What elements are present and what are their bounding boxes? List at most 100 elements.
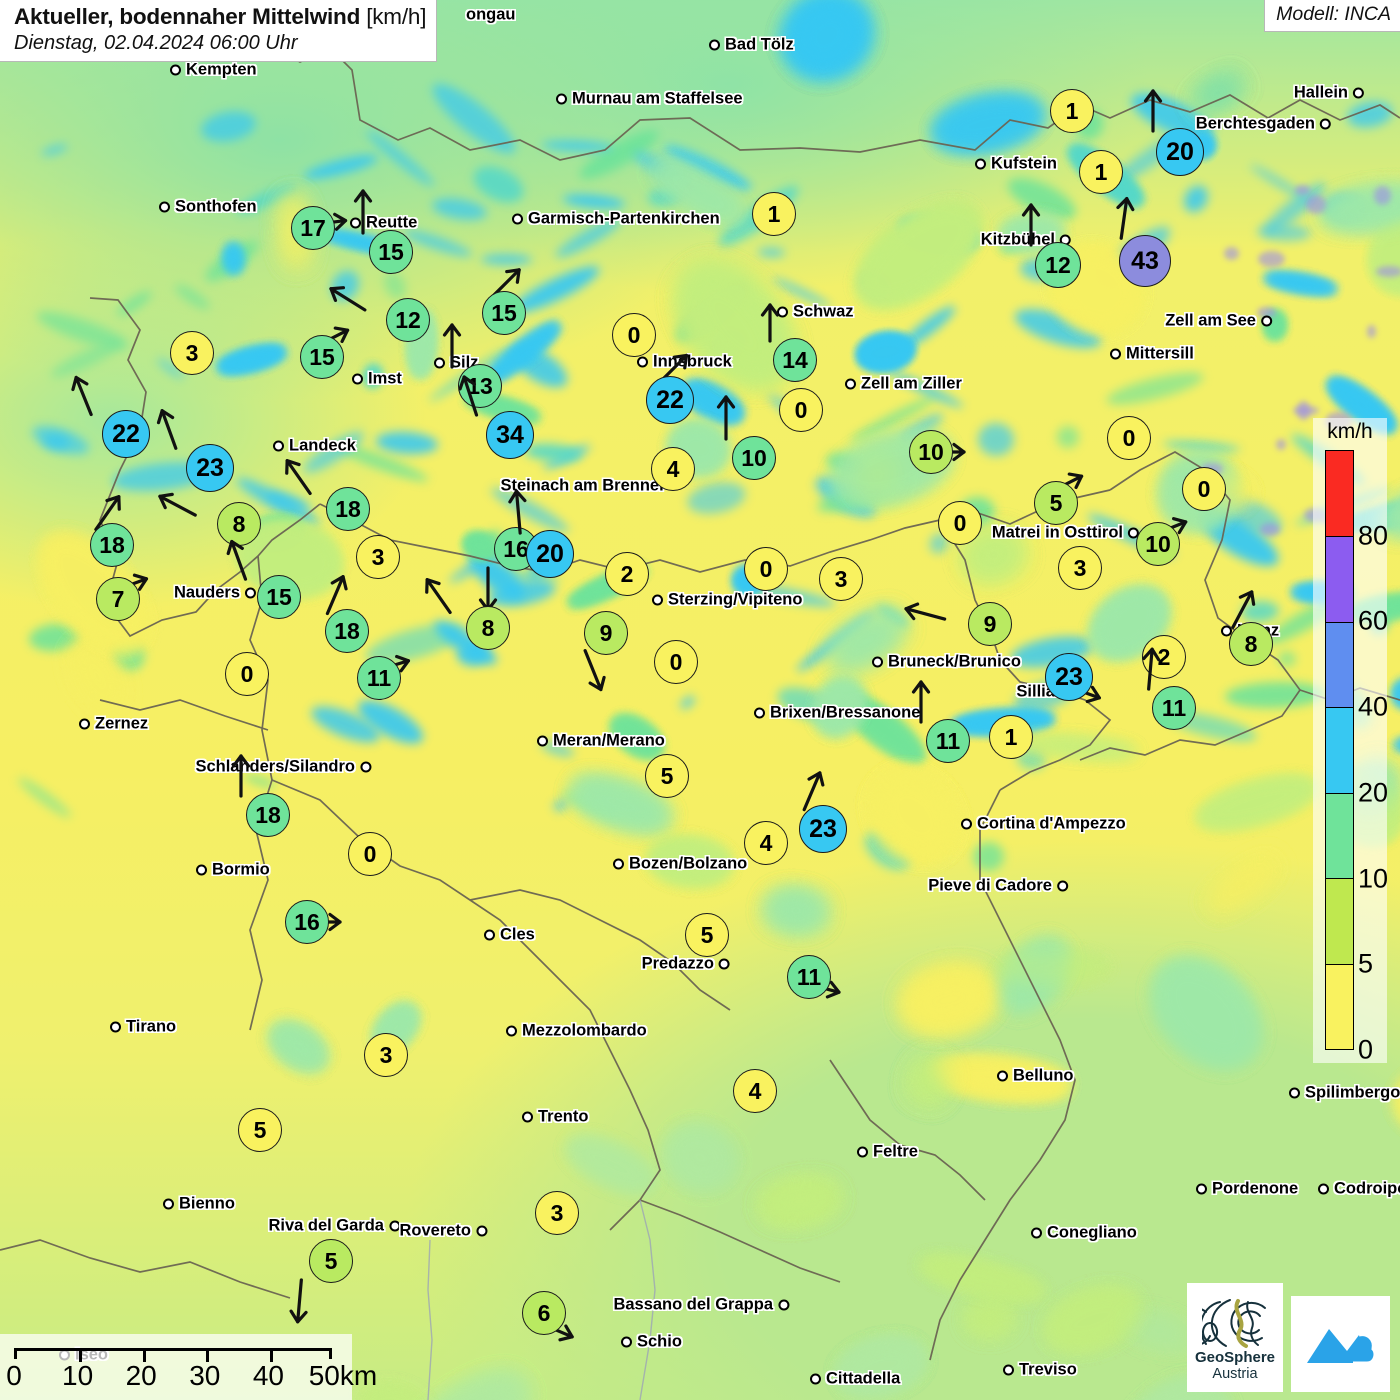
wind-station-marker[interactable]: 2 <box>1142 635 1186 679</box>
wind-station-marker[interactable]: 5 <box>1034 472 1084 525</box>
wind-speed-bubble[interactable]: 20 <box>526 530 574 578</box>
wind-station-marker[interactable]: 1 <box>989 715 1033 759</box>
wind-speed-bubble[interactable]: 13 <box>458 364 502 408</box>
wind-station-marker[interactable]: 18 <box>90 495 134 567</box>
wind-speed-bubble[interactable]: 4 <box>733 1069 777 1113</box>
wind-speed-bubble[interactable]: 5 <box>645 754 689 798</box>
wind-speed-bubble[interactable]: 5 <box>685 913 729 957</box>
wind-speed-bubble[interactable]: 3 <box>356 535 400 579</box>
wind-station-marker[interactable]: 16 <box>285 900 342 944</box>
wind-speed-bubble[interactable]: 6 <box>522 1291 566 1335</box>
wind-station-marker[interactable]: 15 <box>300 326 350 379</box>
wind-station-marker[interactable]: 34 <box>458 375 534 459</box>
wind-speed-bubble[interactable]: 12 <box>1035 242 1081 288</box>
wind-station-marker[interactable]: 23 <box>156 409 234 492</box>
wind-speed-bubble[interactable]: 9 <box>968 602 1012 646</box>
wind-speed-bubble[interactable]: 0 <box>654 640 698 684</box>
wind-speed-bubble[interactable]: 11 <box>787 955 831 999</box>
wind-station-marker[interactable]: 7 <box>96 573 149 621</box>
wind-speed-bubble[interactable]: 11 <box>357 656 401 700</box>
wind-station-marker[interactable]: 3 <box>356 535 400 579</box>
wind-station-marker[interactable]: 9 <box>904 602 1012 646</box>
wind-station-marker[interactable]: 0 <box>612 313 656 357</box>
wind-station-marker[interactable]: 18 <box>285 459 370 531</box>
wind-speed-bubble[interactable]: 15 <box>300 335 344 379</box>
wind-station-marker[interactable]: 2 <box>605 552 649 596</box>
wind-speed-bubble[interactable]: 17 <box>291 206 335 250</box>
wind-station-marker[interactable]: 5 <box>685 913 729 957</box>
wind-speed-bubble[interactable]: 0 <box>1107 416 1151 460</box>
wind-speed-bubble[interactable]: 0 <box>225 652 269 696</box>
wind-speed-bubble[interactable]: 4 <box>744 821 788 865</box>
wind-station-marker[interactable]: 3 <box>819 557 863 601</box>
wind-speed-bubble[interactable]: 12 <box>386 298 430 342</box>
wind-station-marker[interactable]: 20 <box>1143 89 1204 176</box>
wind-station-marker[interactable]: 14 <box>760 303 817 382</box>
wind-station-marker[interactable]: 4 <box>744 821 788 865</box>
wind-station-marker[interactable]: 23 <box>799 771 847 853</box>
wind-speed-bubble[interactable]: 5 <box>1034 481 1078 525</box>
wind-speed-bubble[interactable]: 16 <box>285 900 329 944</box>
wind-station-marker[interactable]: 15 <box>482 268 526 335</box>
wind-speed-bubble[interactable]: 0 <box>779 388 823 432</box>
wind-station-marker[interactable]: 1 <box>752 192 796 236</box>
wind-speed-bubble[interactable]: 43 <box>1119 235 1171 287</box>
wind-speed-bubble[interactable]: 18 <box>246 793 290 837</box>
wind-station-marker[interactable]: 5 <box>645 754 689 798</box>
wind-station-marker[interactable]: 15 <box>353 189 413 274</box>
wind-speed-bubble[interactable]: 11 <box>926 719 970 763</box>
wind-speed-bubble[interactable]: 0 <box>938 501 982 545</box>
wind-speed-bubble[interactable]: 15 <box>369 230 413 274</box>
wind-station-marker[interactable]: 3 <box>364 1033 408 1077</box>
wind-station-marker[interactable]: 8 <box>425 578 510 650</box>
wind-speed-bubble[interactable]: 4 <box>651 447 695 491</box>
wind-speed-bubble[interactable]: 7 <box>96 577 140 621</box>
wind-station-marker[interactable]: 12 <box>1021 203 1081 288</box>
wind-speed-bubble[interactable]: 8 <box>466 606 510 650</box>
wind-station-marker[interactable]: 17 <box>291 206 348 250</box>
wind-speed-bubble[interactable]: 18 <box>90 523 134 567</box>
wind-station-marker[interactable]: 43 <box>1116 197 1171 287</box>
wind-speed-bubble[interactable]: 18 <box>325 609 369 653</box>
wind-speed-bubble[interactable]: 1 <box>1050 89 1094 133</box>
wind-station-marker[interactable]: 0 <box>348 832 392 876</box>
wind-station-marker[interactable]: 1 <box>1079 150 1123 194</box>
wind-speed-bubble[interactable]: 0 <box>348 832 392 876</box>
wind-station-marker[interactable]: 11 <box>357 654 411 700</box>
wind-speed-bubble[interactable]: 14 <box>773 338 817 382</box>
wind-station-marker[interactable]: 4 <box>651 447 695 491</box>
wind-speed-bubble[interactable]: 0 <box>744 547 788 591</box>
wind-speed-bubble[interactable]: 18 <box>326 487 370 531</box>
wind-speed-bubble[interactable]: 1 <box>752 192 796 236</box>
wind-station-marker[interactable]: 10 <box>1136 517 1188 566</box>
wind-speed-bubble[interactable]: 0 <box>612 313 656 357</box>
wind-speed-bubble[interactable]: 5 <box>309 1239 353 1283</box>
wind-station-marker[interactable]: 18 <box>325 575 369 653</box>
wind-speed-bubble[interactable]: 15 <box>257 575 301 619</box>
wind-station-marker[interactable]: 8 <box>1229 590 1273 666</box>
wind-speed-bubble[interactable]: 2 <box>605 552 649 596</box>
wind-speed-bubble[interactable]: 3 <box>170 331 214 375</box>
wind-station-marker[interactable]: 0 <box>1182 467 1226 511</box>
wind-station-marker[interactable]: 3 <box>1058 546 1102 590</box>
wind-station-marker[interactable]: 6 <box>522 1291 574 1342</box>
wind-station-marker[interactable]: 0 <box>744 547 788 591</box>
wind-station-marker[interactable]: 1 <box>1050 89 1094 133</box>
wind-speed-bubble[interactable]: 5 <box>238 1108 282 1152</box>
wind-speed-bubble[interactable]: 11 <box>1152 686 1196 730</box>
wind-speed-bubble[interactable]: 9 <box>584 611 628 655</box>
wind-station-marker[interactable]: 9 <box>583 611 628 692</box>
wind-station-marker[interactable]: 10 <box>909 430 966 474</box>
wind-station-marker[interactable]: 4 <box>733 1069 777 1113</box>
wind-speed-bubble[interactable]: 2 <box>1142 635 1186 679</box>
wind-station-marker[interactable]: 22 <box>71 375 150 458</box>
wind-station-marker[interactable]: 11 <box>1142 647 1196 730</box>
wind-station-marker[interactable]: 0 <box>225 652 269 696</box>
wind-station-marker[interactable]: 11 <box>911 680 970 763</box>
wind-station-marker[interactable]: 0 <box>779 388 823 432</box>
wind-speed-bubble[interactable]: 8 <box>1229 622 1273 666</box>
wind-speed-bubble[interactable]: 3 <box>819 557 863 601</box>
wind-speed-bubble[interactable]: 1 <box>989 715 1033 759</box>
wind-station-marker[interactable]: 10 <box>716 395 776 480</box>
wind-speed-bubble[interactable]: 22 <box>646 376 694 424</box>
